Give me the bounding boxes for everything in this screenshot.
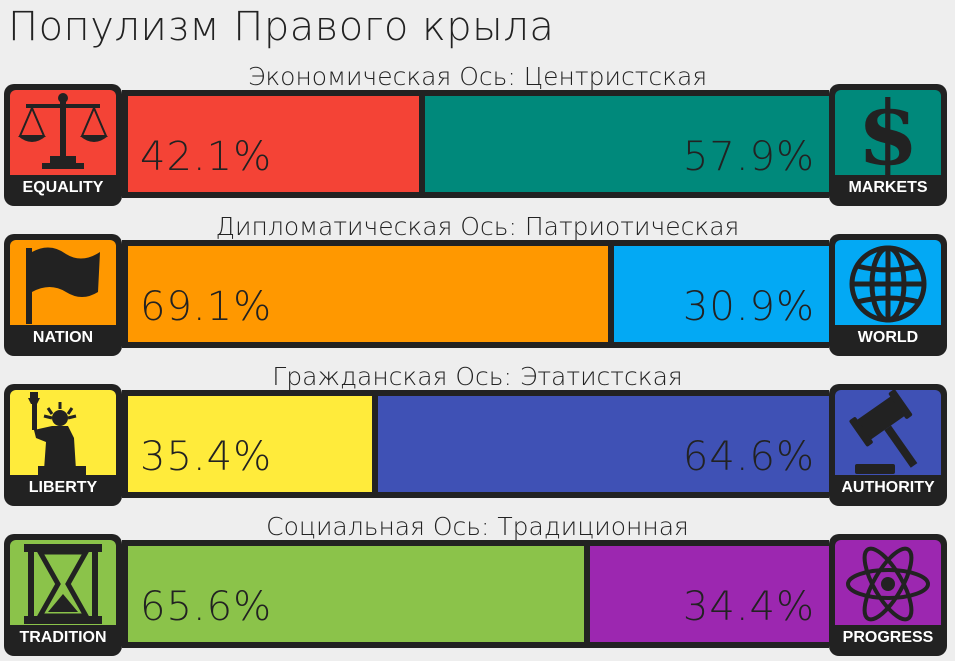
axis-end-caption: PROGRESS: [842, 629, 934, 646]
percent-label-right: 34.4%: [682, 584, 815, 630]
gavel-icon: [835, 390, 941, 475]
percent-label-left: 42.1%: [140, 134, 273, 180]
percent-label-left: 69.1%: [140, 284, 273, 330]
axis-label: Гражданская Ось: Этатистская: [272, 362, 683, 391]
axis-bar: 65.6% 34.4%: [122, 540, 829, 648]
axis-label: Дипломатическая Ось: Патриотическая: [215, 212, 740, 241]
bar-segment-left: [128, 396, 372, 492]
bar-segment-left: [128, 246, 608, 342]
axis-end-caption: NATION: [32, 329, 94, 346]
percent-label-right: 57.9%: [682, 134, 815, 180]
percent-label-right: 30.9%: [682, 284, 815, 330]
axis-end-left: EQUALITY: [4, 84, 122, 206]
dollar-icon: $: [835, 90, 941, 175]
axis-end-caption: LIBERTY: [28, 479, 98, 496]
axis-end-left: NATION: [4, 234, 122, 356]
bar-segment-right: [425, 96, 829, 192]
axis-label: Социальная Ось: Традиционная: [266, 512, 689, 541]
bar-segment-left: [128, 96, 419, 192]
percent-label-right: 64.6%: [682, 434, 815, 480]
axis-end-right: WORLD: [829, 234, 947, 356]
hourglass-icon: [10, 540, 116, 625]
axis-bar: 35.4% 64.6%: [122, 390, 829, 498]
axis-end-caption: EQUALITY: [22, 179, 104, 196]
bar-segment-right: [614, 246, 829, 342]
axis-end-left: TRADITION: [4, 534, 122, 656]
percent-label-left: 65.6%: [140, 584, 273, 630]
axis-end-right: AUTHORITY: [829, 384, 947, 506]
axis-bar: 42.1% 57.9%: [122, 90, 829, 198]
percent-label-left: 35.4%: [140, 434, 273, 480]
page-title: Популизм Правого крыла: [8, 4, 555, 50]
globe-icon: [835, 240, 941, 325]
axis-row: Экономическая Ось: Центристская 42.1% 57.9…: [0, 62, 955, 206]
axis-end-caption: MARKETS: [848, 179, 928, 196]
axis-row: Дипломатическая Ось: Патриотическая 69.1%…: [0, 212, 955, 356]
bar-segment-left: [128, 546, 584, 642]
axis-end-caption: AUTHORITY: [841, 479, 935, 496]
axis-label: Экономическая Ось: Центристская: [247, 62, 708, 91]
axis-end-caption: TRADITION: [19, 629, 107, 646]
svg-text:$: $: [857, 90, 918, 175]
axis-row: Социальная Ось: Традиционная 65.6% 34.4% TR…: [0, 512, 955, 656]
axis-bar: 69.1% 30.9%: [122, 240, 829, 348]
flag-icon: [10, 240, 116, 325]
bar-segment-right: [378, 396, 829, 492]
axis-end-right: $ MARKETS: [829, 84, 947, 206]
bar-segment-right: [590, 546, 829, 642]
atom-icon: [835, 540, 941, 625]
axis-end-right: PROGRESS: [829, 534, 947, 656]
axis-row: Гражданская Ось: Этатистская 35.4% 64.6% LI…: [0, 362, 955, 506]
axis-end-caption: WORLD: [857, 329, 919, 346]
scales-icon: [10, 90, 116, 175]
statue-of-liberty-icon: [10, 390, 116, 475]
axis-end-left: LIBERTY: [4, 384, 122, 506]
